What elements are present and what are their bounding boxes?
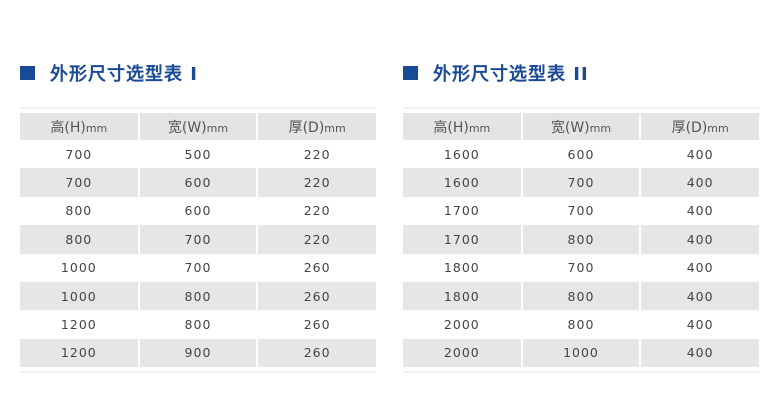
divider (20, 107, 376, 109)
table-cell: 700 (520, 253, 641, 282)
table-cell: 800 (20, 225, 139, 254)
section-title: 外形尺寸选型表 II (403, 60, 589, 86)
column-header: 厚(D)mm (639, 113, 759, 140)
table-cell: 220 (256, 140, 376, 169)
table-row: 1700 800 400 (403, 225, 759, 254)
table-cell: 400 (639, 281, 759, 311)
table-cell: 260 (256, 281, 376, 311)
size-table: 高(H)mm 宽(W)mm 厚(D)mm 1600 600 400 1600 700 400 17… (403, 113, 759, 368)
table-cell: 700 (520, 168, 641, 197)
divider (20, 371, 376, 373)
section-title: 外形尺寸选型表 I (20, 60, 198, 86)
table-cell: 800 (137, 310, 258, 339)
table-cell: 800 (520, 310, 641, 339)
table-cell: 1800 (403, 281, 522, 311)
table-row: 700 500 220 (20, 140, 376, 169)
table-cell: 1700 (443, 203, 480, 219)
column-header: 厚(D)mm (256, 113, 376, 140)
table-row: 2000 800 400 (403, 310, 759, 339)
column-header: 高(H)mm (20, 113, 139, 140)
table-row: 1600 600 400 (403, 140, 759, 169)
table-cell: 700 (65, 146, 93, 162)
table-row: 1200 800 260 (20, 310, 376, 339)
table-cell: 400 (639, 253, 759, 282)
table-row: 1200 900 260 (20, 338, 376, 368)
table-cell: 220 (256, 196, 376, 226)
table-row: 800 700 220 (20, 225, 376, 254)
table-row: 1000 700 260 (20, 253, 376, 282)
table-cell: 2000 (443, 317, 480, 333)
table-row: 700 600 220 (20, 168, 376, 197)
table-row: 1800 700 400 (403, 253, 759, 282)
table-cell: 1200 (20, 338, 139, 368)
table-cell: 800 (520, 281, 641, 311)
table-row: 1700 700 400 (403, 196, 759, 226)
table-cell: 220 (256, 225, 376, 254)
table-row: 1600 700 400 (403, 168, 759, 197)
divider (403, 371, 759, 373)
table-cell: 1000 (520, 338, 641, 368)
table-cell: 260 (256, 338, 376, 368)
table-cell: 500 (137, 140, 258, 169)
divider (403, 107, 759, 109)
table-cell: 600 (520, 140, 641, 169)
square-bullet-icon (403, 66, 418, 80)
size-table: 高(H)mm 宽(W)mm 厚(D)mm 700 500 220 700 600 220 800 6… (20, 113, 376, 368)
table-cell: 400 (639, 168, 759, 197)
table-cell: 800 (137, 281, 258, 311)
table-header: 高(H)mm 宽(W)mm 厚(D)mm (403, 113, 759, 140)
table-cell: 900 (137, 338, 258, 368)
table-cell: 260 (256, 253, 376, 282)
table-row: 1000 800 260 (20, 281, 376, 311)
table-cell: 400 (639, 310, 759, 339)
table-cell: 700 (20, 168, 139, 197)
table-cell: 2000 (403, 338, 522, 368)
table-cell: 1600 (443, 146, 480, 162)
table-cell: 220 (256, 168, 376, 197)
table-row: 2000 1000 400 (403, 338, 759, 368)
table-cell: 600 (137, 168, 258, 197)
column-header: 宽(W)mm (520, 113, 641, 140)
table-header: 高(H)mm 宽(W)mm 厚(D)mm (20, 113, 376, 140)
table-cell: 400 (639, 196, 759, 226)
column-header: 宽(W)mm (137, 113, 258, 140)
table-cell: 1000 (20, 281, 139, 311)
table-cell: 1200 (60, 317, 97, 333)
table-cell: 700 (137, 225, 258, 254)
column-header: 高(H)mm (403, 113, 522, 140)
table-cell: 800 (65, 203, 93, 219)
table-cell: 400 (639, 140, 759, 169)
table-cell: 260 (256, 310, 376, 339)
table-cell: 600 (137, 196, 258, 226)
table-cell: 1800 (443, 260, 480, 276)
table-cell: 700 (137, 253, 258, 282)
square-bullet-icon (20, 66, 35, 80)
table-row: 1800 800 400 (403, 281, 759, 311)
table-cell: 1600 (403, 168, 522, 197)
table-cell: 1700 (403, 225, 522, 254)
table-cell: 800 (520, 225, 641, 254)
table-cell: 400 (639, 338, 759, 368)
table-cell: 700 (520, 196, 641, 226)
table-cell: 1000 (60, 260, 97, 276)
table-cell: 400 (639, 225, 759, 254)
table-row: 800 600 220 (20, 196, 376, 226)
